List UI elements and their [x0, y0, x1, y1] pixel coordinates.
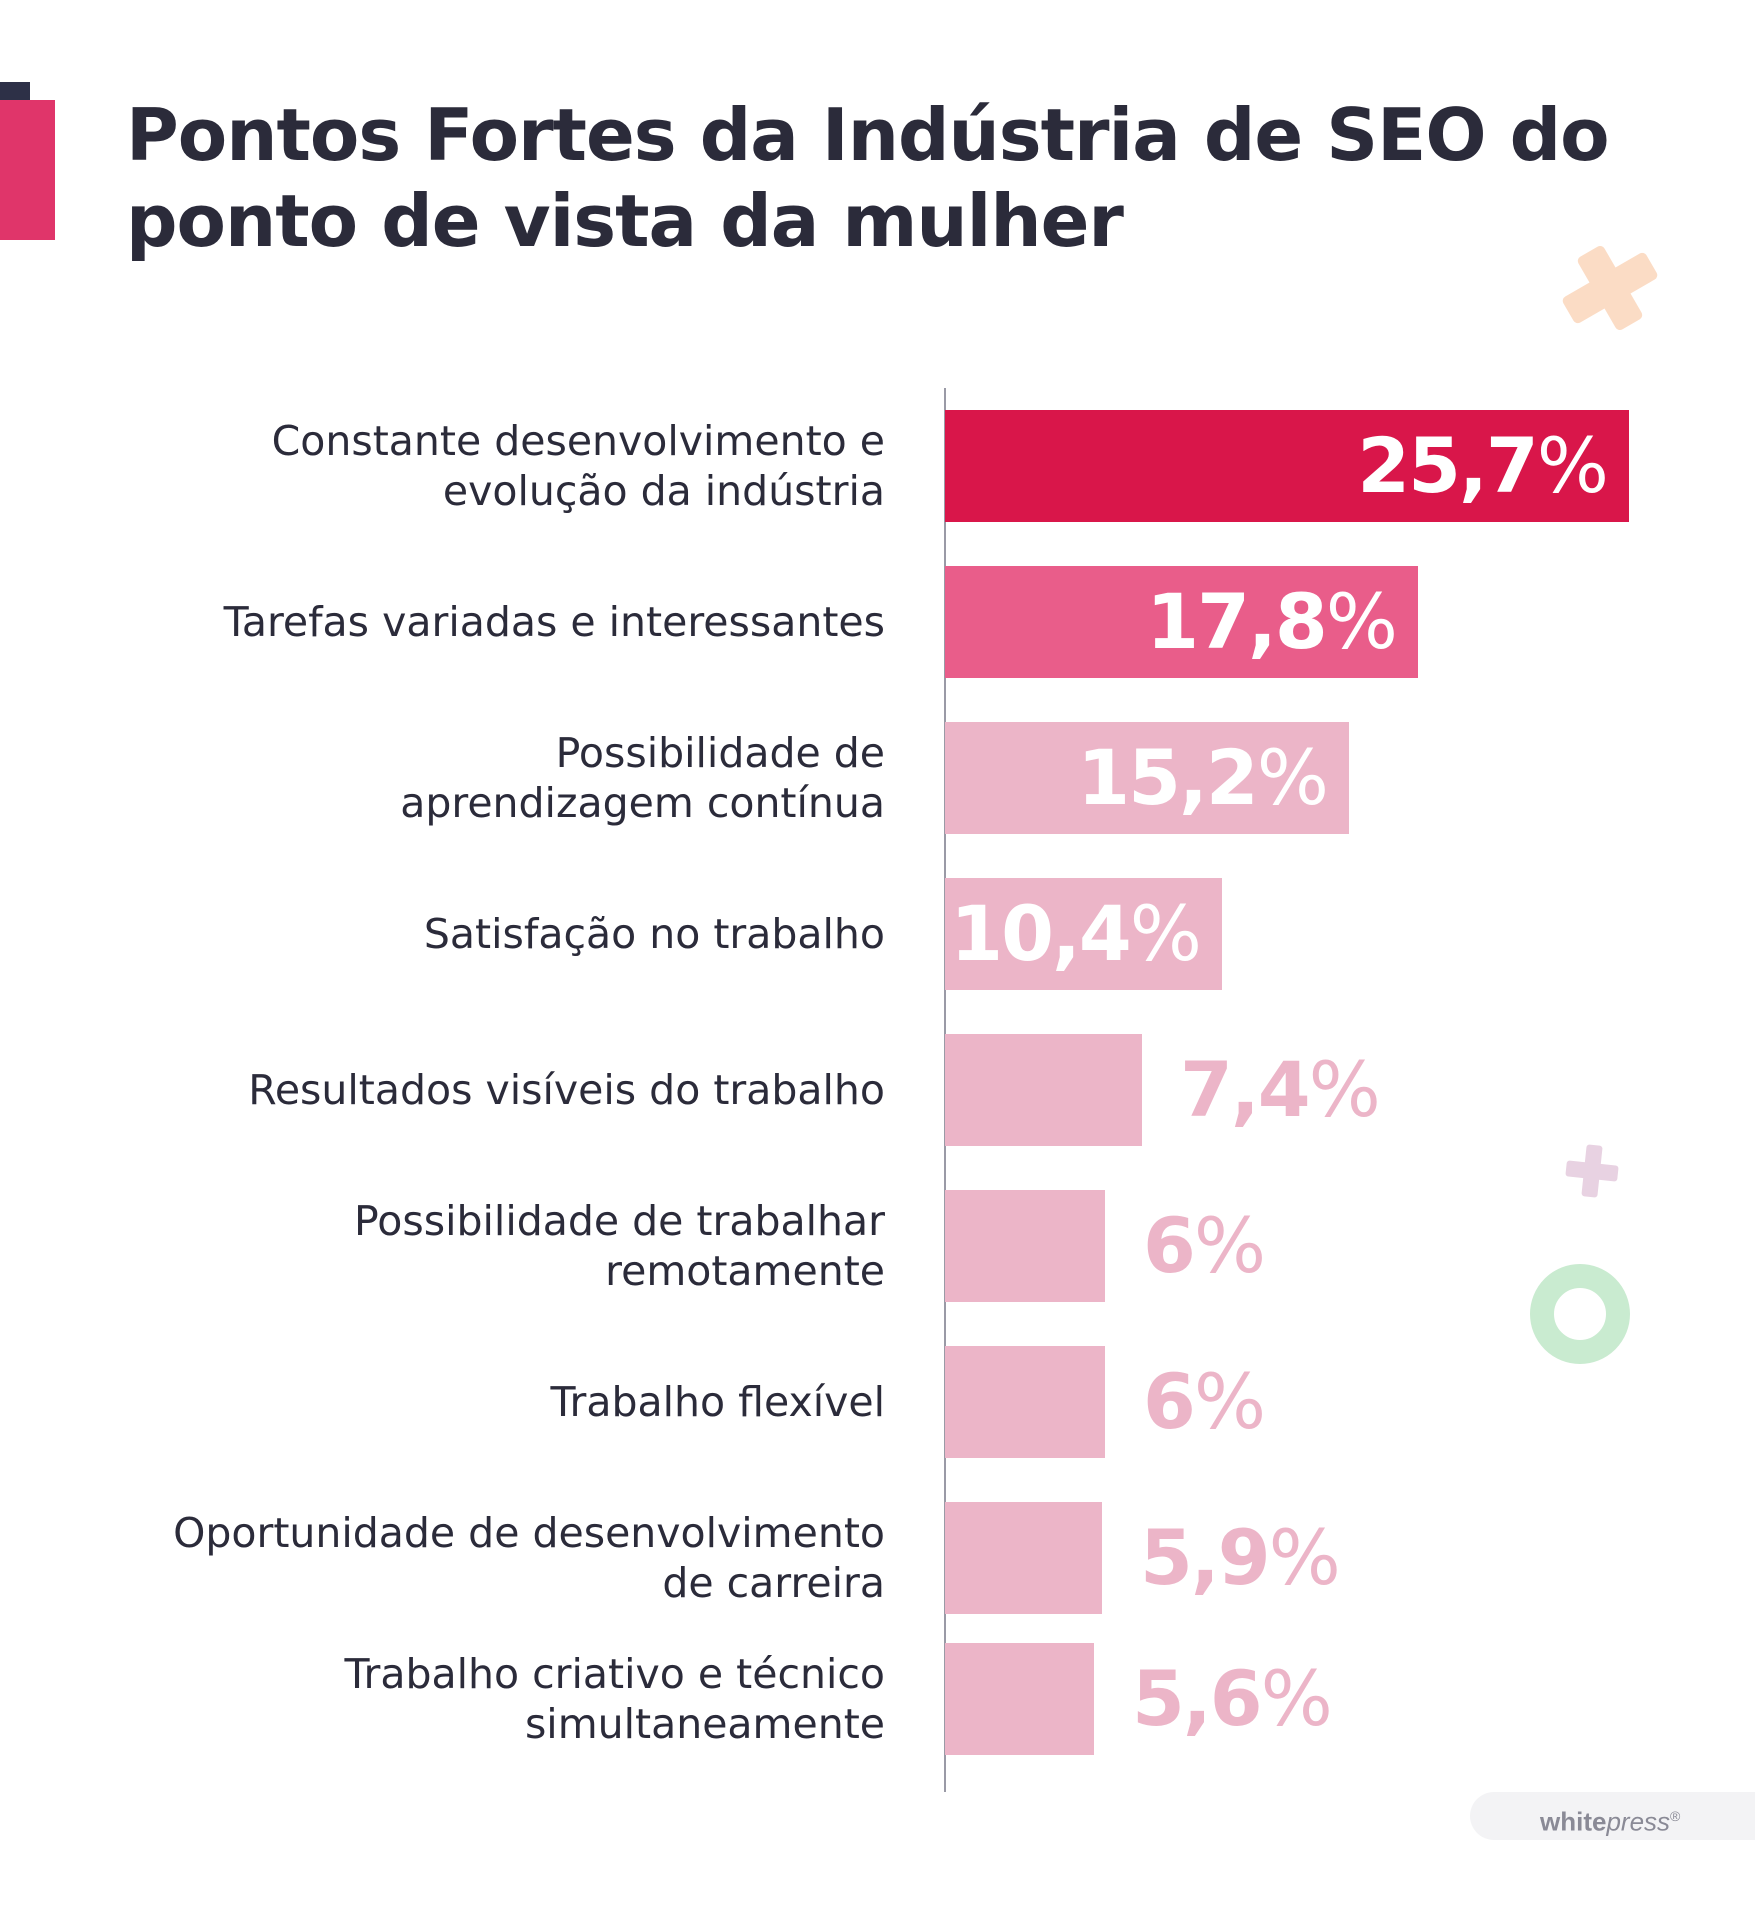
- value-unit: %: [1256, 733, 1329, 822]
- bar-6: [945, 1190, 1105, 1302]
- value-unit: %: [1325, 577, 1398, 666]
- value-number: 6: [1143, 1357, 1196, 1446]
- logo-background: [1470, 1792, 1755, 1840]
- category-label-line: Possibilidade de trabalhar: [354, 1197, 885, 1245]
- category-label-3: Possibilidade de aprendizagem contínua: [105, 728, 885, 828]
- category-label-line: Resultados visíveis do trabalho: [248, 1066, 885, 1114]
- category-label-8: Oportunidade de desenvolvimento de carrei…: [105, 1508, 885, 1608]
- cross-icon: [1562, 245, 1658, 331]
- value-number: 7,4: [1180, 1045, 1311, 1134]
- value-number: 6: [1143, 1201, 1196, 1290]
- value-unit: %: [1268, 1513, 1341, 1602]
- value-label-2: 17,8%: [1146, 566, 1398, 678]
- bar-7: [945, 1346, 1105, 1458]
- bar-3: [945, 722, 1349, 834]
- value-number: 10,4: [950, 889, 1132, 978]
- value-unit: %: [1193, 1357, 1266, 1446]
- value-number: 25,7: [1357, 421, 1539, 510]
- chart-title: Pontos Fortes da Indústria de SEO do pon…: [126, 92, 1626, 264]
- category-label-line: aprendizagem contínua: [400, 779, 885, 827]
- category-label-line: Trabalho flexível: [550, 1378, 885, 1426]
- value-label-6: 6%: [1143, 1190, 1266, 1302]
- category-label-2: Tarefas variadas e interessantes: [105, 597, 885, 647]
- bar-5: [945, 1034, 1142, 1146]
- ring-icon: [1530, 1264, 1630, 1364]
- bar-9: [945, 1643, 1094, 1755]
- value-number: 5,6: [1132, 1654, 1263, 1743]
- category-label-line: Satisfação no trabalho: [423, 910, 885, 958]
- value-label-1: 25,7%: [1357, 410, 1609, 522]
- category-label-line: Tarefas variadas e interessantes: [223, 598, 885, 646]
- category-label-line: de carreira: [662, 1559, 885, 1607]
- value-label-9: 5,6%: [1132, 1643, 1333, 1755]
- value-number: 15,2: [1077, 733, 1259, 822]
- whitepress-logo: whitepress®: [1540, 1806, 1681, 1837]
- bar-2: [945, 566, 1418, 678]
- category-label-1: Constante desenvolvimento e evolução da i…: [105, 416, 885, 516]
- bar-1: [945, 410, 1629, 522]
- value-label-4: 10,4%: [950, 878, 1202, 990]
- category-label-line: Possibilidade de: [555, 729, 885, 777]
- category-label-7: Trabalho flexível: [105, 1377, 885, 1427]
- corner-accent-dark: [0, 82, 30, 104]
- category-label-line: evolução da indústria: [442, 467, 885, 515]
- bar-8: [945, 1502, 1102, 1614]
- category-label-line: simultaneamente: [524, 1700, 885, 1748]
- plus-icon: [1565, 1144, 1619, 1198]
- category-label-line: remotamente: [605, 1247, 885, 1295]
- category-label-5: Resultados visíveis do trabalho: [105, 1065, 885, 1115]
- value-label-3: 15,2%: [1077, 722, 1329, 834]
- value-label-7: 6%: [1143, 1346, 1266, 1458]
- category-label-line: Oportunidade de desenvolvimento: [173, 1509, 885, 1557]
- chart-title-line-2: ponto de vista da mulher: [126, 179, 1124, 263]
- value-number: 17,8: [1146, 577, 1328, 666]
- category-label-6: Possibilidade de trabalhar remotamente: [105, 1196, 885, 1296]
- category-label-4: Satisfação no trabalho: [105, 909, 885, 959]
- value-number: 5,9: [1140, 1513, 1271, 1602]
- category-label-9: Trabalho criativo e técnico simultaneamen…: [105, 1649, 885, 1749]
- category-label-line: Trabalho criativo e técnico: [344, 1650, 885, 1698]
- value-unit: %: [1308, 1045, 1381, 1134]
- value-unit: %: [1129, 889, 1202, 978]
- category-label-line: Constante desenvolvimento e: [271, 417, 885, 465]
- value-unit: %: [1536, 421, 1609, 510]
- corner-accent-pink: [0, 100, 55, 240]
- value-unit: %: [1193, 1201, 1266, 1290]
- value-label-5: 7,4%: [1180, 1034, 1381, 1146]
- bar-4: [945, 878, 1222, 990]
- value-unit: %: [1260, 1654, 1333, 1743]
- value-label-8: 5,9%: [1140, 1502, 1341, 1614]
- chart-title-line-1: Pontos Fortes da Indústria de SEO do: [126, 93, 1610, 177]
